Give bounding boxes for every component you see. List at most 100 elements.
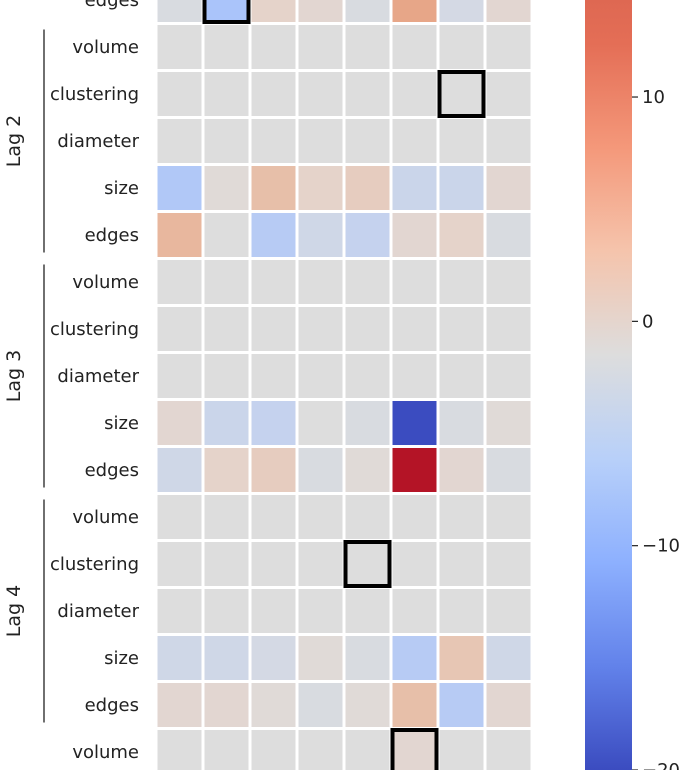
heatmap-cell — [298, 354, 343, 398]
heatmap-cell — [486, 448, 531, 492]
heatmap-cell — [157, 166, 202, 210]
heatmap-cell — [439, 542, 484, 586]
row-label: clustering — [50, 319, 139, 340]
heatmap-cell — [345, 25, 390, 69]
heatmap-cell — [439, 589, 484, 633]
heatmap-cell — [298, 495, 343, 539]
heatmap-cell — [392, 401, 437, 445]
heatmap-cell — [392, 166, 437, 210]
heatmap-cell — [439, 166, 484, 210]
row-label: size — [104, 648, 139, 669]
group-labels: Lag 2 Lag 3 Lag 4 — [3, 29, 45, 723]
heatmap-cell — [439, 260, 484, 304]
heatmap-cell — [204, 119, 249, 163]
heatmap-cell — [298, 542, 343, 586]
heatmap-cell — [392, 119, 437, 163]
highlight-box — [437, 70, 486, 118]
heatmap-cell — [486, 307, 531, 351]
heatmap-cell — [251, 72, 296, 116]
heatmap-cell — [486, 683, 531, 727]
heatmap-cell — [392, 260, 437, 304]
heatmap-cell — [439, 636, 484, 680]
heatmap-cell — [251, 401, 296, 445]
heatmap-cell — [298, 636, 343, 680]
heatmap-cell — [298, 119, 343, 163]
heatmap-cell — [345, 589, 390, 633]
heatmap-cell — [204, 542, 249, 586]
heatmap-cell — [439, 72, 484, 116]
heatmap-cell — [345, 495, 390, 539]
heatmap-cell — [157, 260, 202, 304]
heatmap-cell — [486, 730, 531, 770]
heatmap-cell — [439, 401, 484, 445]
heatmap-cell — [392, 0, 437, 22]
heatmap-cell — [251, 542, 296, 586]
heatmap-cell — [157, 401, 202, 445]
heatmap-cell — [486, 589, 531, 633]
heatmap-cell — [298, 307, 343, 351]
heatmap-cell — [298, 213, 343, 257]
heatmap-cell — [486, 401, 531, 445]
heatmap-cell — [486, 636, 531, 680]
heatmap-cell — [204, 166, 249, 210]
heatmap-cell — [486, 260, 531, 304]
heatmap-cell — [486, 542, 531, 586]
row-label: clustering — [50, 554, 139, 575]
row-label: volume — [72, 272, 139, 293]
heatmap-cell — [439, 213, 484, 257]
heatmap-cell — [486, 72, 531, 116]
heatmap-cell — [157, 589, 202, 633]
heatmap-cell — [251, 119, 296, 163]
heatmap-cell — [298, 166, 343, 210]
heatmap-cell — [439, 448, 484, 492]
heatmap-cell — [204, 260, 249, 304]
highlight-box — [343, 540, 392, 588]
group-label: Lag 2 — [3, 115, 25, 167]
row-label: size — [104, 413, 139, 434]
heatmap-cell — [204, 636, 249, 680]
heatmap-cell — [157, 213, 202, 257]
heatmap-cell — [345, 260, 390, 304]
row-label: edges — [85, 460, 139, 481]
heatmap-cell — [204, 589, 249, 633]
heatmap-cell — [204, 213, 249, 257]
colorbar-tick-label: 10 — [642, 87, 665, 108]
colorbar: 10 0 −10 −20 — [585, 0, 680, 770]
heatmap-cell — [251, 260, 296, 304]
heatmap-cell — [298, 260, 343, 304]
heatmap-cell — [251, 495, 296, 539]
heatmap-cell — [204, 354, 249, 398]
heatmap-cell — [251, 683, 296, 727]
heatmap-cell — [345, 72, 390, 116]
heatmap-cell — [486, 119, 531, 163]
heatmap-cell — [439, 730, 484, 770]
heatmap-cell — [439, 354, 484, 398]
heatmap-cell — [486, 166, 531, 210]
heatmap-cell — [157, 495, 202, 539]
heatmap-cell — [345, 166, 390, 210]
heatmap-cell — [392, 495, 437, 539]
heatmap-cell — [157, 25, 202, 69]
heatmap-cell — [345, 683, 390, 727]
heatmap-cell — [204, 730, 249, 770]
heatmap-cell — [204, 495, 249, 539]
heatmap-cell — [251, 0, 296, 22]
heatmap-cell — [157, 636, 202, 680]
heatmap-cell — [298, 448, 343, 492]
heatmap-cell — [486, 495, 531, 539]
heatmap-cell — [486, 0, 531, 22]
row-label: edges — [85, 695, 139, 716]
heatmap-cell — [392, 307, 437, 351]
heatmap-cell — [486, 213, 531, 257]
heatmap-cell — [251, 448, 296, 492]
heatmap-cell — [298, 401, 343, 445]
heatmap-cell — [157, 730, 202, 770]
row-labels: edges volume clustering diameter size edges vo… — [50, 0, 140, 763]
heatmap-cell — [251, 730, 296, 770]
row-label: volume — [72, 37, 139, 58]
heatmap-cell — [439, 495, 484, 539]
row-label: diameter — [57, 131, 139, 152]
heatmap-cell — [392, 636, 437, 680]
row-label: diameter — [57, 366, 139, 387]
